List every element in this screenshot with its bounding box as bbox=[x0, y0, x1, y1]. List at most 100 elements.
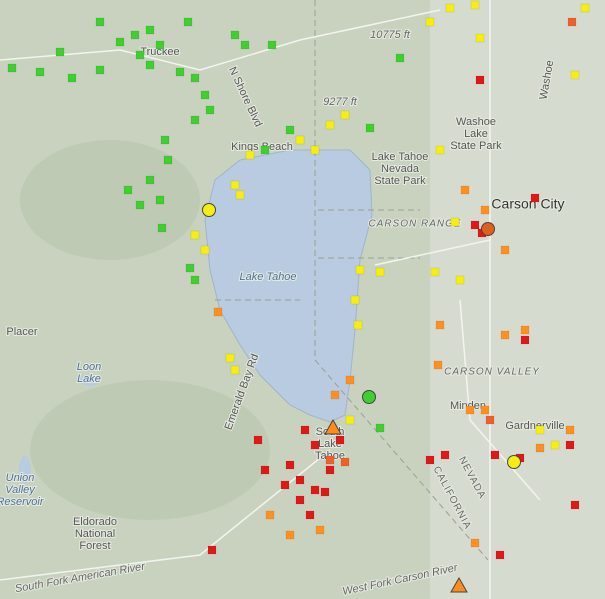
sensor-marker bbox=[567, 17, 577, 27]
markers bbox=[7, 0, 590, 593]
sensor-marker bbox=[425, 455, 435, 465]
sensor-marker bbox=[330, 390, 340, 400]
sensor-marker bbox=[253, 435, 263, 445]
sensor-marker bbox=[435, 320, 445, 330]
sensor-marker bbox=[455, 275, 465, 285]
sensor-marker bbox=[163, 155, 173, 165]
station-marker bbox=[507, 455, 521, 469]
sensor-marker bbox=[157, 223, 167, 233]
sensor-marker bbox=[490, 450, 500, 460]
sensor-marker bbox=[320, 487, 330, 497]
sensor-marker bbox=[325, 465, 335, 475]
sensor-marker bbox=[240, 40, 250, 50]
sensor-marker bbox=[310, 485, 320, 495]
place-label: Loon bbox=[77, 361, 101, 373]
sensor-marker bbox=[95, 65, 105, 75]
road bbox=[0, 9, 441, 71]
sensor-marker bbox=[310, 145, 320, 155]
place-label: Truckee bbox=[140, 46, 179, 58]
sensor-marker bbox=[123, 185, 133, 195]
sensor-marker bbox=[280, 480, 290, 490]
sensor-marker bbox=[355, 265, 365, 275]
sensor-marker bbox=[340, 110, 350, 120]
sensor-marker bbox=[213, 307, 223, 317]
sensor-marker bbox=[295, 475, 305, 485]
sensor-marker bbox=[190, 73, 200, 83]
fire-marker bbox=[450, 576, 468, 593]
station-marker bbox=[202, 203, 216, 217]
sensor-marker bbox=[353, 320, 363, 330]
sensor-marker bbox=[260, 145, 270, 155]
sensor-marker bbox=[433, 360, 443, 370]
place-label: State Park bbox=[374, 175, 426, 187]
sensor-marker bbox=[200, 245, 210, 255]
place-label: Eldorado bbox=[73, 516, 117, 528]
sensor-marker bbox=[95, 17, 105, 27]
sensor-marker bbox=[345, 375, 355, 385]
sensor-marker bbox=[175, 67, 185, 77]
sensor-marker bbox=[190, 275, 200, 285]
union-valley-reservoir bbox=[19, 456, 31, 484]
sensor-marker bbox=[235, 190, 245, 200]
sensor-marker bbox=[315, 525, 325, 535]
sensor-marker bbox=[470, 538, 480, 548]
sensor-marker bbox=[520, 335, 530, 345]
sensor-marker bbox=[135, 200, 145, 210]
sensor-marker bbox=[450, 217, 460, 227]
sensor-marker bbox=[480, 205, 490, 215]
sensor-marker bbox=[375, 267, 385, 277]
sensor-marker bbox=[500, 245, 510, 255]
place-label: Placer bbox=[6, 326, 38, 338]
sensor-marker bbox=[35, 67, 45, 77]
sensor-marker bbox=[160, 135, 170, 145]
place-label: 9277 ft bbox=[323, 96, 358, 108]
sensor-marker bbox=[435, 145, 445, 155]
place-label: CARSON RANGE bbox=[368, 219, 461, 230]
sensor-marker bbox=[305, 510, 315, 520]
sensor-marker bbox=[520, 325, 530, 335]
sensor-marker bbox=[285, 460, 295, 470]
sensor-marker bbox=[495, 550, 505, 560]
sensor-marker bbox=[445, 3, 455, 13]
sensor-marker bbox=[183, 17, 193, 27]
sensor-marker bbox=[145, 25, 155, 35]
place-label: Washoe bbox=[456, 116, 496, 128]
ridge bbox=[20, 140, 200, 260]
place-label: Gardnerville bbox=[505, 420, 564, 432]
station-marker bbox=[362, 390, 376, 404]
sensor-marker bbox=[225, 353, 235, 363]
sensor-marker bbox=[550, 440, 560, 450]
state-line bbox=[314, 0, 489, 561]
sensor-marker bbox=[207, 545, 217, 555]
sensor-marker bbox=[340, 457, 350, 467]
sensor-marker bbox=[570, 70, 580, 80]
place-label: Lake Tahoe bbox=[372, 151, 429, 163]
sensor-marker bbox=[470, 220, 480, 230]
sensor-marker bbox=[465, 405, 475, 415]
sensor-marker bbox=[155, 195, 165, 205]
sensor-marker bbox=[580, 3, 590, 13]
sensor-marker bbox=[190, 115, 200, 125]
sensor-marker bbox=[285, 125, 295, 135]
road bbox=[459, 299, 541, 501]
sensor-marker bbox=[230, 180, 240, 190]
sensor-marker bbox=[135, 50, 145, 60]
sensor-marker bbox=[530, 193, 540, 203]
sensor-marker bbox=[440, 450, 450, 460]
county-line bbox=[215, 209, 420, 301]
sensor-marker bbox=[375, 423, 385, 433]
sensor-marker bbox=[55, 47, 65, 57]
sensor-marker bbox=[155, 40, 165, 50]
sensor-marker bbox=[230, 30, 240, 40]
sensor-marker bbox=[200, 90, 210, 100]
sensor-marker bbox=[205, 105, 215, 115]
sensor-marker bbox=[7, 63, 17, 73]
sensor-marker bbox=[570, 500, 580, 510]
sensor-marker bbox=[430, 267, 440, 277]
place-label: Nevada bbox=[381, 163, 420, 175]
sensor-marker bbox=[115, 37, 125, 47]
place-label: CARSON VALLEY bbox=[444, 367, 540, 378]
sensor-marker bbox=[365, 123, 375, 133]
sensor-marker bbox=[145, 60, 155, 70]
sensor-marker bbox=[145, 175, 155, 185]
